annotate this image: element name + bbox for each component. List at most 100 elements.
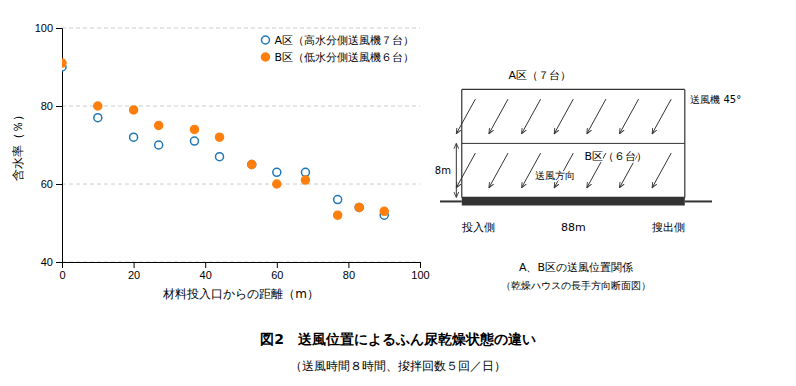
point — [130, 106, 138, 114]
series — [62, 63, 388, 219]
point — [355, 203, 363, 211]
airflow-arrow — [489, 99, 508, 134]
dimension-arrow — [456, 143, 457, 197]
legend-symbol — [261, 36, 269, 44]
point — [130, 133, 138, 141]
length-label: 88m — [561, 221, 586, 234]
point — [273, 180, 281, 188]
point — [380, 207, 388, 215]
point — [155, 141, 163, 149]
tick-label: 100 — [35, 22, 53, 34]
point — [94, 102, 102, 110]
ground-line — [685, 200, 712, 202]
diagram-line — [462, 143, 685, 144]
tick-label: 100 — [411, 269, 429, 281]
grid — [62, 28, 420, 262]
tick-mark — [134, 262, 135, 268]
airflow-arrow — [652, 99, 671, 134]
point — [155, 122, 163, 130]
tick-mark — [56, 28, 62, 29]
axis-line — [63, 263, 421, 269]
chart: 0 20 40 60 80 100 40 60 80 100 材料投入口からの距離（m） 含水率（％）… — [0, 0, 796, 386]
point — [334, 196, 342, 204]
diagram-caption: （乾燥ハウスの長手方向断面図） — [501, 280, 651, 291]
y-axis-title: 含水率（％） — [11, 109, 25, 181]
diagram — [440, 89, 712, 205]
tick-mark — [205, 262, 206, 268]
subtitle: （送風時間８時間、捘拌回数５回／日） — [290, 359, 506, 373]
airflow-arrow — [587, 99, 606, 134]
direction-label: 送風方向 — [535, 170, 575, 181]
grid-line — [62, 28, 420, 29]
x-axis-title: 材料投入口からの距離（m） — [162, 287, 319, 301]
points — [62, 59, 388, 219]
point — [94, 114, 102, 122]
floor — [462, 197, 685, 205]
series — [62, 59, 388, 219]
zone-b-label: B区（６台） — [584, 150, 647, 163]
ground-line — [440, 200, 462, 202]
legend: A区（高水分側送風機７台） B区（低水分側送風機６台） — [261, 34, 414, 64]
axis-line — [56, 29, 63, 263]
legend-item: B区（低水分側送風機６台） — [261, 51, 414, 64]
tick-label: 20 — [128, 269, 140, 281]
output-side-label: 搜出側 — [652, 221, 685, 234]
point — [248, 161, 256, 169]
point — [216, 153, 224, 161]
tick: 60 — [41, 178, 62, 190]
fan-label: 送風機 45° — [690, 94, 741, 105]
tick-mark — [56, 262, 62, 263]
point — [355, 203, 363, 211]
tick-label: 60 — [271, 269, 283, 281]
title: 図2 送風位置によるふん尿乾燥状態の違い — [260, 331, 536, 347]
tick-label: 40 — [200, 269, 212, 281]
point — [273, 168, 281, 176]
tick-mark — [56, 106, 62, 107]
grid-line — [62, 184, 420, 185]
point — [216, 133, 224, 141]
tick: 0 — [59, 262, 65, 281]
x-axis: 0 20 40 60 80 100 — [59, 262, 429, 281]
tick: 100 — [35, 22, 62, 34]
tick-label: 40 — [41, 256, 53, 268]
diagram-caption: A、B区の送風位置関係 — [519, 261, 633, 274]
tick: 40 — [41, 256, 62, 268]
y-axis: 40 60 80 100 — [35, 22, 63, 268]
tick-mark — [277, 262, 278, 268]
tick-mark — [56, 184, 62, 185]
airflow-arrow — [620, 99, 639, 134]
tick: 100 — [411, 262, 429, 281]
tick-mark — [420, 262, 421, 268]
tick: 80 — [343, 262, 355, 281]
point — [248, 161, 256, 169]
point — [301, 168, 309, 176]
airflow-arrow — [456, 153, 475, 188]
height-label: 8m — [435, 165, 451, 176]
airflow-arrow — [652, 153, 671, 188]
legend-label: B区（低水分側送風機６台） — [274, 51, 414, 64]
legend-label: A区（高水分側送風機７台） — [274, 34, 414, 47]
legend-symbol — [261, 53, 269, 61]
airflow-arrow — [522, 99, 541, 134]
grid-line — [62, 106, 420, 107]
tick: 20 — [128, 262, 140, 281]
tick: 80 — [41, 100, 62, 112]
point — [62, 59, 66, 67]
tick-label: 0 — [59, 269, 65, 281]
zone-a-label: A区（７台） — [509, 69, 572, 82]
tick-label: 80 — [41, 100, 53, 112]
point — [190, 125, 198, 133]
point — [334, 211, 342, 219]
airflow-arrow — [554, 99, 573, 134]
airflow-arrow — [456, 99, 475, 134]
tick-mark — [348, 262, 349, 268]
airflow-arrow — [489, 153, 508, 188]
tick: 60 — [271, 262, 283, 281]
point — [301, 176, 309, 184]
input-side-label: 投入側 — [461, 221, 495, 234]
point — [190, 137, 198, 145]
tick: 40 — [200, 262, 212, 281]
tick-label: 80 — [343, 269, 355, 281]
tick-label: 60 — [41, 178, 53, 190]
legend-item: A区（高水分側送風機７台） — [261, 34, 414, 47]
